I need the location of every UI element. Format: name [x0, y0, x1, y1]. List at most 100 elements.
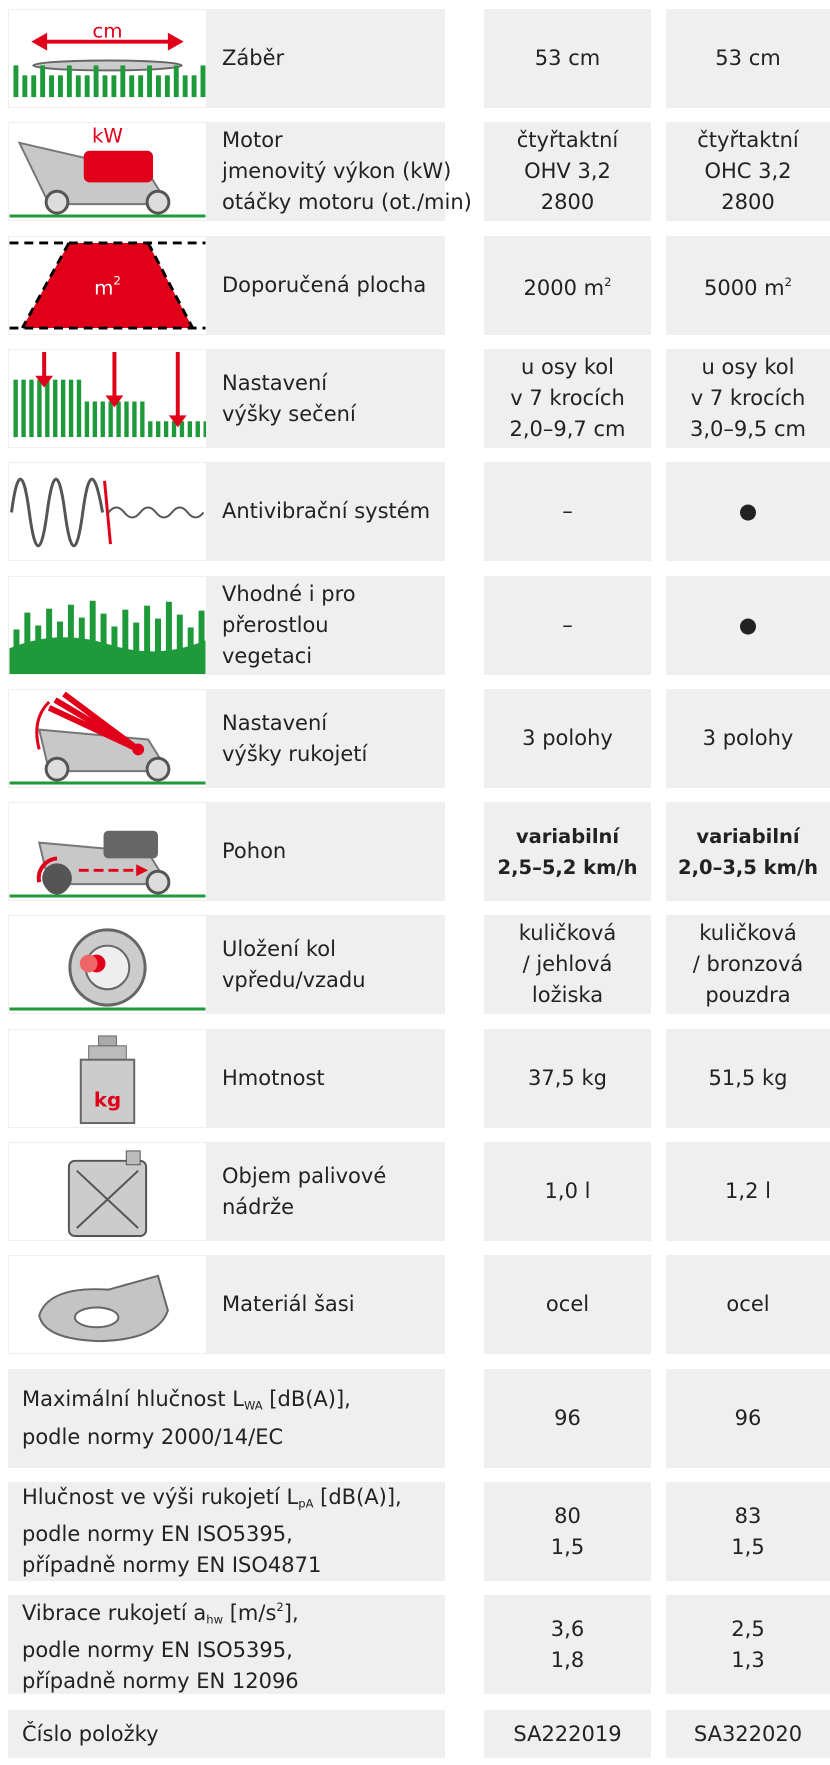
text-line: 3 polohy: [703, 723, 794, 754]
text-line: kuličková: [519, 918, 617, 949]
text-line: 51,5 kg: [709, 1063, 788, 1094]
icon: [9, 1143, 206, 1240]
text-line: variabilní: [516, 821, 619, 852]
value-cell: 1,0 l: [484, 1142, 651, 1241]
icon-text-part: m: [94, 276, 113, 299]
text-line: 1,2 l: [725, 1176, 771, 1207]
text-line: 37,5 kg: [528, 1063, 607, 1094]
value-cell: ●: [666, 576, 830, 675]
icon: kg: [9, 1030, 206, 1127]
supscript: 2: [604, 275, 611, 289]
icon-graphic: kW: [9, 123, 206, 220]
text-line: otáčky motoru (ot./min): [222, 187, 445, 218]
text-line: 2,5–5,2 km/h: [498, 852, 638, 883]
value-cell: 53 cm: [666, 9, 830, 108]
row-label: Číslo položky: [8, 1710, 445, 1758]
icon: [9, 463, 206, 560]
text-line: –: [562, 610, 573, 641]
text: ],: [284, 1601, 299, 1625]
icon-graphic: [9, 350, 206, 447]
text: [dB(A)],: [263, 1387, 351, 1411]
text-line: 1,5: [551, 1532, 584, 1563]
value-cell: kuličková/ jehlováložiska: [484, 915, 651, 1014]
icon: m2: [9, 237, 206, 334]
text-line: čtyřtaktní: [697, 125, 798, 156]
value-cell: 3 polohy: [484, 689, 651, 788]
text-line: u osy kol: [521, 352, 614, 383]
text-line: 2,0–3,5 km/h: [678, 852, 818, 883]
text-line: 1,8: [551, 1645, 584, 1676]
row-label: Vibrace rukojetí ahw [m/s2],podle normy …: [8, 1595, 445, 1694]
value-cell: SA322020: [666, 1710, 830, 1758]
text-line: SA322020: [694, 1719, 802, 1750]
text-line: 1,3: [731, 1645, 764, 1676]
text: 2000 m: [524, 276, 605, 300]
icon: cm: [9, 10, 206, 107]
text-line: Objem palivové: [222, 1161, 445, 1192]
icon: [9, 577, 206, 674]
row-label: Maximální hlučnost LWA [dB(A)],podle nor…: [8, 1369, 445, 1468]
text-line: SA222019: [513, 1719, 621, 1750]
text-line: jmenovitý výkon (kW): [222, 156, 445, 187]
value-cell: 96: [666, 1369, 830, 1468]
text: Vibrace rukojetí a: [22, 1601, 206, 1625]
text-line: nádrže: [222, 1192, 445, 1223]
icon: [9, 690, 206, 787]
value-cell: ocel: [666, 1255, 830, 1354]
text-line: výšky rukojetí: [222, 739, 445, 770]
page: Technické parametry {"rows": [ {"icon_te…: [0, 0, 830, 1765]
text-line: –: [562, 496, 573, 527]
text-line: variabilní: [696, 821, 799, 852]
value-cell: –: [484, 576, 651, 675]
text-line: OHV 3,2: [524, 156, 611, 187]
text-line: podle normy EN ISO5395,: [22, 1519, 445, 1550]
icon-graphic: [9, 463, 206, 560]
text: Maximální hlučnost L: [22, 1387, 244, 1411]
value-cell: 37,5 kg: [484, 1029, 651, 1128]
icon-text: kg: [94, 1089, 121, 1112]
supscript: 2: [276, 1600, 283, 1614]
text-line: 1,5: [731, 1532, 764, 1563]
text-line: ●: [739, 610, 757, 641]
value-cell: –: [484, 462, 651, 561]
subscript: pA: [298, 1496, 313, 1510]
text-line: u osy kol: [702, 352, 795, 383]
text: Hlučnost ve výši rukojetí L: [22, 1485, 298, 1509]
text-line: Nastavení: [222, 708, 445, 739]
value-cell: kuličková/ bronzovápouzdra: [666, 915, 830, 1014]
text-line: 53 cm: [535, 43, 600, 74]
icon-graphic: kg: [9, 1030, 206, 1127]
icon-graphic: m2: [9, 237, 206, 334]
text-line: ložiska: [532, 980, 603, 1011]
text-line: čtyřtaktní: [517, 125, 618, 156]
value-cell: 51,5 kg: [666, 1029, 830, 1128]
text-line: Hlučnost ve výši rukojetí LpA [dB(A)],: [22, 1482, 445, 1519]
text: [m/s: [223, 1601, 276, 1625]
text-line: 96: [554, 1403, 581, 1434]
text-line: Maximální hlučnost LWA [dB(A)],: [22, 1384, 445, 1421]
text-line: výšky sečení: [222, 399, 445, 430]
icon: kW: [9, 123, 206, 220]
text-line: 1,0 l: [545, 1176, 591, 1207]
supscript: 2: [785, 275, 792, 289]
value-cell: SA222019: [484, 1710, 651, 1758]
text-line: 80: [554, 1501, 581, 1532]
row-label: Hlučnost ve výši rukojetí LpA [dB(A)],po…: [8, 1482, 445, 1581]
text-line: 3 polohy: [522, 723, 613, 754]
text-line: OHC 3,2: [704, 156, 791, 187]
icon-graphic: [9, 803, 206, 900]
text-line: 2800: [721, 187, 774, 218]
value-cell: 96: [484, 1369, 651, 1468]
value-cell: ●: [666, 462, 830, 561]
icon-text: kW: [92, 124, 123, 147]
text-line: pouzdra: [705, 980, 790, 1011]
text-line: 2800: [541, 187, 594, 218]
text-line: 83: [735, 1501, 762, 1532]
text-line: ocel: [546, 1289, 589, 1320]
text-line: Doporučená plocha: [222, 270, 445, 301]
text-line: Vibrace rukojetí ahw [m/s2],: [22, 1592, 445, 1636]
